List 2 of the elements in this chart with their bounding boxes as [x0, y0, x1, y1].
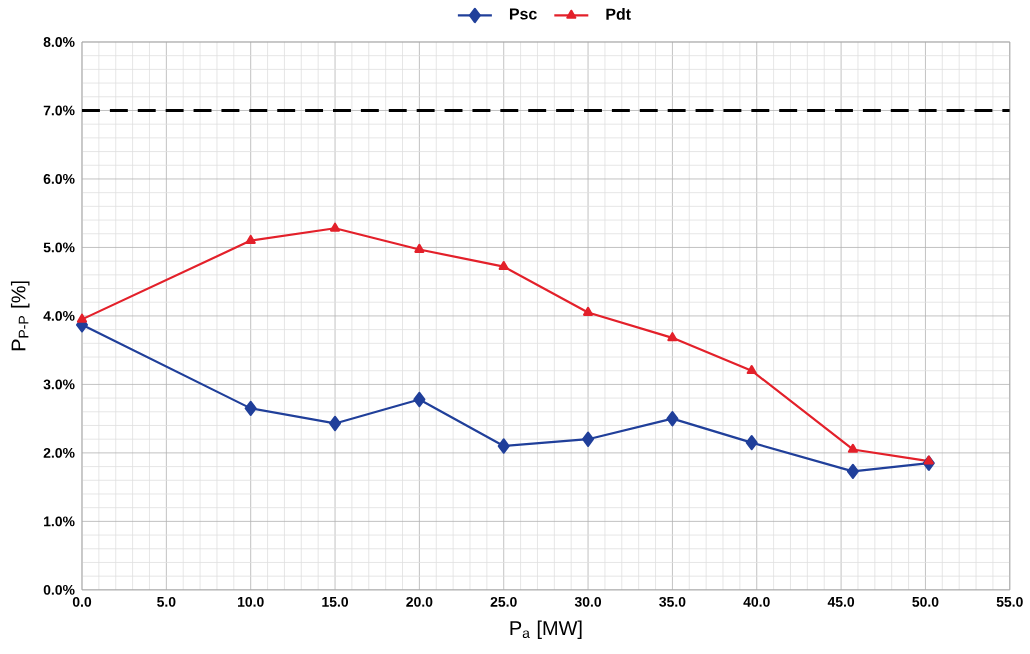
- y-axis-title: P$_{P-P}$ [%]: [10, 281, 30, 351]
- x-axis-title: P$_{a}$ [MW]: [510, 620, 582, 640]
